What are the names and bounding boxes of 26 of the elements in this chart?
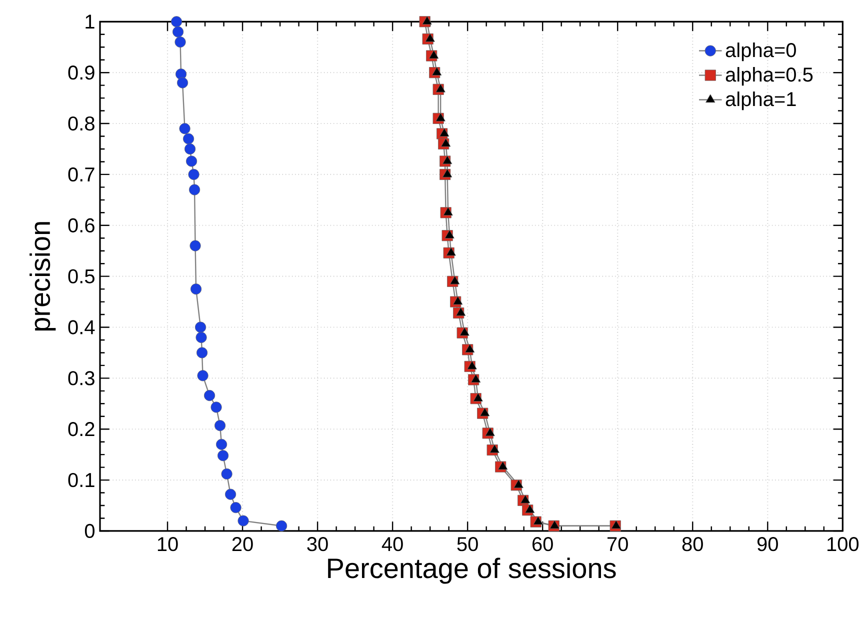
y-tick-label: 0.3 <box>68 371 94 386</box>
x-tick-label: 90 <box>757 537 778 552</box>
y-tick-label: 0 <box>84 524 94 538</box>
x-tick-label: 20 <box>232 537 253 552</box>
x-axis-title: Percentage of sessions <box>328 558 616 584</box>
x-tick-label: 10 <box>158 537 178 552</box>
legend-label: alpha=0 <box>726 42 796 62</box>
y-tick-label: 0.6 <box>68 218 94 232</box>
x-tick-label: 30 <box>307 537 328 552</box>
y-tick-label: 0.9 <box>68 66 94 80</box>
y-tick-label: 1 <box>86 14 94 29</box>
legend-label: alpha=0.5 <box>726 67 813 86</box>
y-axis-title: precision <box>30 222 56 331</box>
x-tick-label: 60 <box>532 537 553 552</box>
y-tick-label: 0.1 <box>68 472 94 488</box>
y-tick-label: 0.5 <box>68 269 94 284</box>
x-tick-label: 80 <box>682 537 703 552</box>
legend-label: alpha=1 <box>726 92 796 110</box>
x-tick-label: 40 <box>382 537 403 552</box>
y-tick-label: 0.8 <box>68 116 94 131</box>
x-tick-label: 100 <box>828 537 859 552</box>
x-tick-label: 70 <box>608 537 628 552</box>
y-tick-label: 0.7 <box>68 167 94 182</box>
y-tick-label: 0.2 <box>68 422 94 436</box>
x-tick-label: 50 <box>457 537 478 552</box>
y-tick-label: 0.4 <box>68 320 95 334</box>
